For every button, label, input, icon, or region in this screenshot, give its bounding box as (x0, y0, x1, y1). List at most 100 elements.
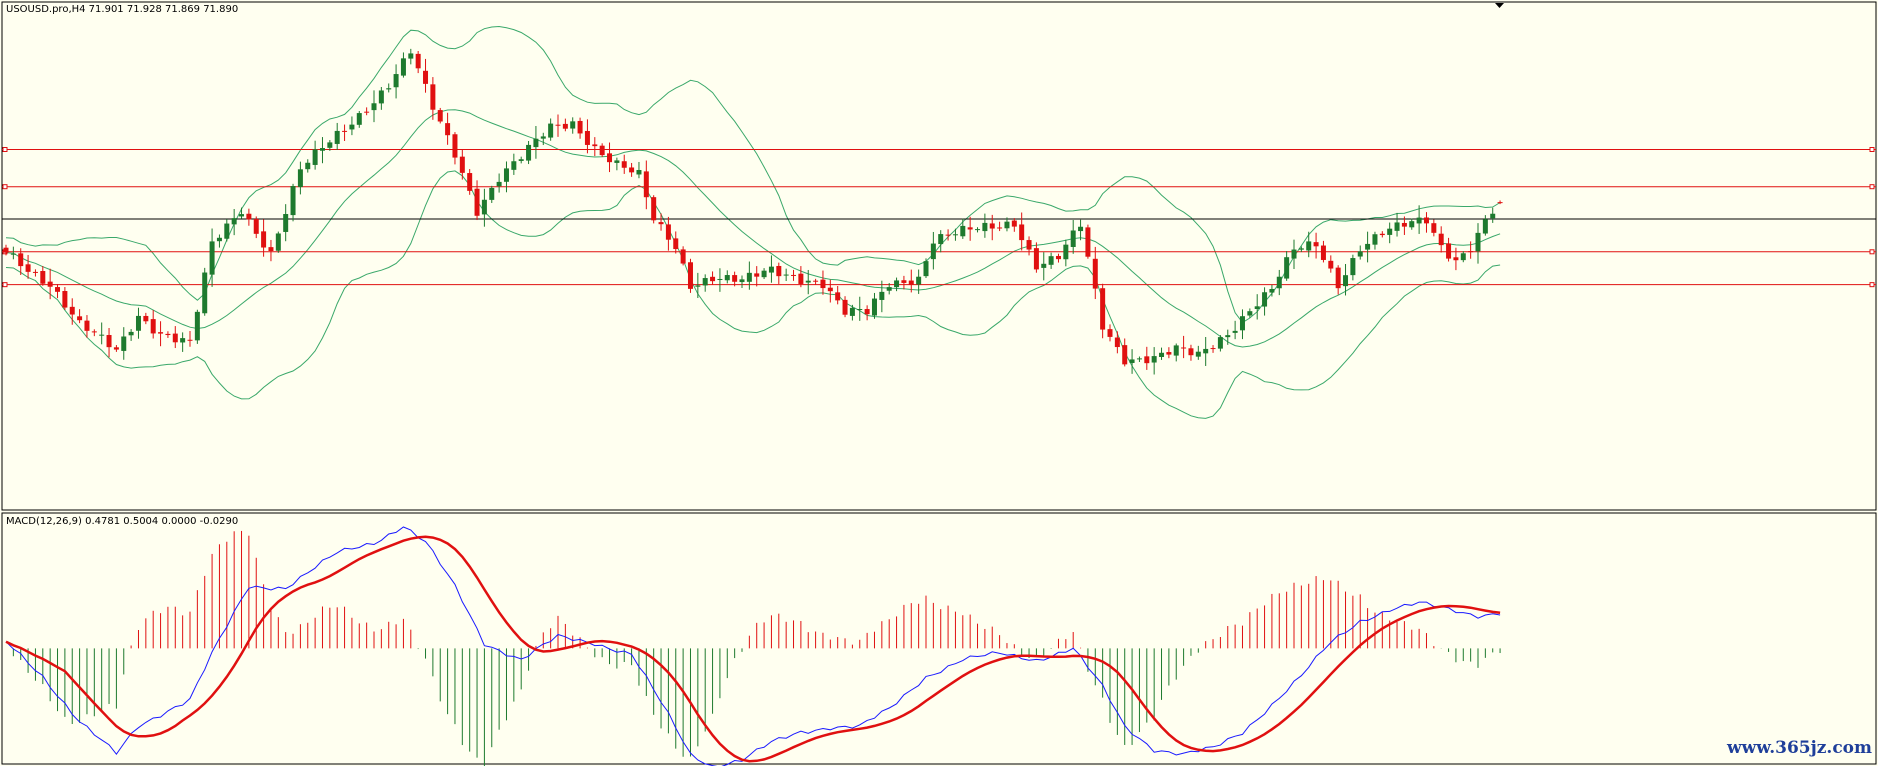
candle-body-75 (555, 124, 561, 126)
candle-body-11 (84, 320, 90, 331)
candle-body-133 (982, 222, 988, 232)
candle-body-39 (290, 185, 296, 216)
candle-body-199 (1468, 251, 1474, 253)
candle-body-120 (886, 287, 892, 291)
candle-body-100 (739, 279, 745, 283)
level-handle-right-2 (1869, 184, 1875, 190)
signal-line (5, 535, 1501, 763)
candle-body-33 (246, 213, 252, 220)
candle-body-44 (327, 142, 333, 148)
candle-body-28 (209, 241, 215, 275)
candle-body-155 (1144, 356, 1150, 364)
candle-body-150 (1107, 329, 1113, 337)
candle-body-34 (253, 218, 259, 234)
candle-body-53 (393, 74, 399, 88)
candle-body-6 (47, 281, 53, 287)
watermark: www.365jz.com (1727, 738, 1872, 758)
candle-body-111 (820, 279, 826, 289)
candle-body-192 (1416, 217, 1422, 224)
candle-body-174 (1284, 257, 1290, 279)
candle-body-202 (1490, 213, 1496, 219)
candle-body-60 (445, 123, 451, 136)
candle-body-157 (1159, 352, 1165, 357)
candle-body-185 (1365, 243, 1371, 250)
candle-body-27 (202, 272, 208, 314)
candle-body-186 (1372, 234, 1378, 245)
bollinger-middle-line (5, 109, 1501, 348)
candle-body-125 (923, 261, 929, 277)
candle-body-124 (916, 276, 922, 285)
candle-body-3 (25, 264, 31, 272)
candle-body-119 (879, 291, 885, 300)
candle-body-32 (239, 214, 245, 217)
candle-body-0 (3, 247, 9, 253)
level-handle-left-1 (2, 147, 8, 152)
candle-body-102 (754, 273, 760, 277)
candle-body-189 (1394, 222, 1400, 231)
candle-body-198 (1460, 253, 1466, 261)
candle-body-9 (69, 306, 75, 315)
candle-body-178 (1313, 242, 1319, 247)
candle-body-82 (607, 153, 613, 163)
candle-body-203 (1497, 202, 1503, 204)
candle-body-71 (526, 144, 532, 161)
candle-body-134 (989, 223, 995, 229)
candle-body-170 (1254, 306, 1260, 309)
candle-body-136 (1004, 221, 1010, 229)
candle-body-21 (158, 332, 164, 334)
candle-body-169 (1247, 311, 1253, 316)
candle-body-151 (1114, 337, 1120, 348)
candle-body-107 (791, 274, 797, 276)
candle-body-37 (275, 233, 281, 251)
candle-body-79 (584, 130, 590, 145)
candle-body-126 (930, 243, 936, 260)
candle-body-108 (798, 273, 804, 284)
candle-body-129 (952, 234, 958, 236)
candle-body-115 (849, 307, 855, 316)
candle-body-57 (423, 70, 429, 84)
candle-body-62 (459, 156, 465, 173)
candle-body-84 (621, 161, 627, 168)
candle-body-161 (1188, 348, 1194, 356)
candle-body-132 (975, 229, 981, 231)
candle-body-143 (1055, 255, 1061, 260)
candle-body-1 (10, 253, 16, 255)
candle-body-54 (400, 58, 406, 76)
candle-body-41 (305, 162, 311, 170)
candle-body-23 (172, 333, 178, 343)
candle-body-156 (1151, 356, 1157, 363)
candle-body-8 (62, 291, 68, 308)
candle-body-196 (1446, 243, 1452, 259)
candle-body-50 (371, 103, 377, 111)
candle-body-51 (378, 90, 384, 104)
candle-body-128 (945, 234, 951, 236)
candle-body-149 (1100, 288, 1106, 330)
candle-body-12 (91, 331, 97, 333)
candle-body-45 (334, 130, 340, 144)
candle-body-116 (857, 309, 863, 311)
price-pane-border (1, 1, 1877, 511)
level-handle-right-1 (1869, 147, 1875, 152)
candle-body-91 (673, 238, 679, 250)
candle-body-83 (614, 160, 620, 163)
candle-body-140 (1033, 248, 1039, 270)
candle-body-36 (268, 247, 274, 252)
candle-body-87 (643, 171, 649, 198)
candle-body-63 (467, 173, 473, 191)
macd-line (5, 526, 1501, 766)
candle-body-88 (651, 197, 657, 221)
candle-body-181 (1335, 267, 1341, 289)
candle-body-191 (1409, 221, 1415, 228)
candle-body-180 (1328, 260, 1334, 269)
candle-body-49 (364, 111, 370, 113)
candle-body-77 (570, 121, 576, 129)
candle-body-96 (710, 276, 716, 282)
candle-body-15 (113, 347, 119, 350)
candle-body-152 (1122, 345, 1128, 365)
candle-body-173 (1276, 276, 1282, 289)
candle-body-24 (180, 338, 186, 343)
candle-body-201 (1482, 219, 1488, 234)
candle-body-13 (99, 334, 105, 336)
